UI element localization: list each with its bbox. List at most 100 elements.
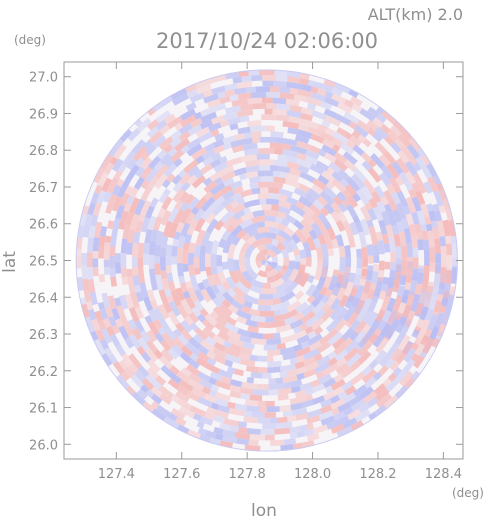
radar-cell-negative [134,284,142,293]
radar-cell-negative [354,221,364,233]
radar-cell-positive [357,341,372,357]
radar-cell-positive [241,305,251,314]
radar-cell-negative [315,308,326,320]
radar-cell-positive [330,378,346,391]
radar-cell-negative [124,336,135,349]
radar-cell-positive [173,208,185,225]
radar-cell-negative [383,243,391,253]
radar-cell-negative [382,276,390,285]
radar-cell-positive [204,313,218,327]
radar-cell-positive [340,366,354,379]
radar-cell-positive [197,351,210,363]
radar-cell-positive [238,352,251,361]
radar-cell-positive [343,347,360,362]
radar-cell-positive [214,379,231,391]
radar-cell-negative [290,385,301,394]
radar-cell-positive [351,129,361,139]
radar-cell-negative [323,186,338,200]
radar-cell-negative [305,149,320,160]
radar-cell-positive [120,370,131,382]
radar-cell-positive [343,266,351,280]
radar-cell-negative [390,141,402,154]
radar-cell-positive [442,198,451,210]
radar-cell-negative [317,212,329,225]
radar-cell-negative [345,352,362,368]
radar-cell-positive [414,303,424,317]
radar-cell-positive [390,252,397,263]
radar-cell-negative [354,409,372,423]
radar-cell-positive [289,104,303,113]
radar-cell-negative [214,397,229,407]
radar-cell-positive [247,120,262,127]
radar-cell-negative [385,378,400,393]
radar-cell-negative [222,245,230,254]
radar-cell-negative [441,314,450,326]
radar-cell-negative [278,205,292,215]
radar-cell-negative [365,270,374,283]
radar-cell-negative [191,306,202,318]
radar-cell-negative [296,334,311,345]
radar-cell-negative [283,438,297,446]
radar-cell-negative [237,137,253,146]
radar-cell-positive [180,345,194,358]
radar-cell-negative [153,307,163,320]
radar-cell-positive [321,170,335,183]
radar-cell-negative [197,427,207,436]
radar-cell-negative [376,319,387,332]
radar-cell-positive [170,394,180,403]
radar-cell-negative [239,218,253,230]
radar-cell-negative [208,377,217,386]
radar-cell-positive [414,336,423,346]
radar-cell-positive [232,286,246,299]
radar-cell-positive [158,136,174,151]
radar-cell-positive [202,326,216,339]
radar-cell-positive [438,189,448,201]
radar-cell-negative [411,329,420,339]
radar-cell-negative [257,304,272,312]
radar-cell-positive [261,204,272,211]
radar-cell-positive [304,361,320,372]
radar-cell-positive [249,308,260,317]
radar-cell-negative [294,134,310,144]
radar-cell-negative [239,334,252,344]
radar-cell-positive [296,354,306,363]
radar-cell-negative [250,371,263,379]
radar-cell-negative [311,383,326,394]
radar-cell-positive [286,368,300,377]
radar-cell-positive [226,224,236,234]
radar-cell-positive [325,327,339,341]
radar-cell-positive [211,189,224,201]
radar-cell-negative [261,259,267,266]
radar-cell-negative [390,262,397,270]
radar-cell-negative [200,196,216,212]
radar-cell-negative [361,160,372,171]
radar-cell-positive [140,179,150,190]
radar-cell-positive [436,294,444,303]
radar-cell-positive [229,343,242,353]
radar-cell-negative [424,308,434,322]
radar-cell-positive [335,287,346,301]
radar-cell-negative [324,96,340,108]
radar-cell-negative [273,309,282,317]
radar-cell-negative [380,165,394,181]
radar-cell-negative [381,306,393,323]
radar-cell-negative [411,370,421,381]
radar-cell-negative [273,332,281,339]
radar-cell-negative [274,264,283,273]
radar-cell-positive [258,148,275,154]
radar-cell-positive [270,439,285,446]
radar-cell-positive [160,270,168,279]
radar-cell-positive [97,319,107,331]
radar-cell-negative [373,280,383,298]
radar-cell-negative [281,268,294,282]
radar-cell-positive [293,269,305,285]
radar-cell-negative [87,237,94,253]
radar-cell-negative [167,371,182,384]
radar-cell-positive [106,325,115,337]
radar-cell-positive [147,321,160,336]
radar-cell-negative [172,181,184,193]
radar-cell-negative [307,333,323,346]
radar-cell-negative [207,122,222,132]
radar-cell-positive [207,98,221,109]
y-tick-label: 26.0 [29,438,58,453]
